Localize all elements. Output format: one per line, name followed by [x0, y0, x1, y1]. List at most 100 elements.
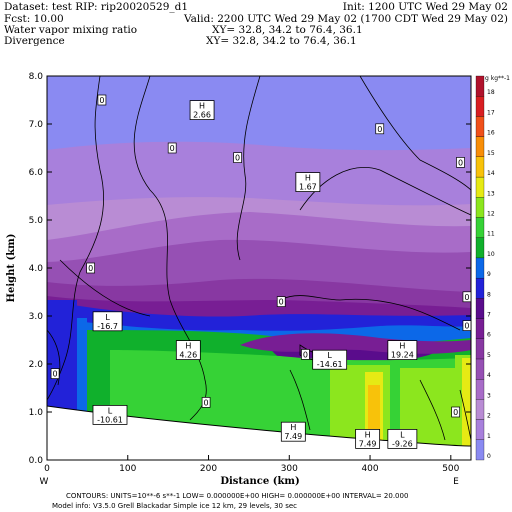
header-dataset: Dataset: test RIP: rip20020529_d1: [4, 1, 188, 13]
header-field2-xy: XY= 32.8, 34.2 to 76.4, 36.1: [206, 35, 357, 47]
colorbar-swatch: [475, 116, 485, 137]
y-tick-label: 5.0: [29, 216, 44, 226]
colorbar-label: 14: [487, 170, 495, 177]
contour-labels: 0 0 0 0 0 0 0 0 0 0 0 0 0: [50, 94, 472, 418]
contour-label: 0: [464, 293, 469, 302]
contour-label: 0: [279, 298, 284, 307]
y-tick-label: 1.0: [29, 408, 44, 418]
contour-label-box: [276, 296, 286, 307]
colorbar-swatch: [475, 75, 485, 97]
extremum-type: H: [185, 342, 191, 351]
contour-label: 0: [458, 158, 463, 167]
contour-label-box: [462, 291, 472, 303]
y-axis-ticks: 0.0 1.0 2.0 3.0 4.0 5.0 6.0 7.0 8.0: [29, 72, 471, 466]
contour-label-box: [233, 152, 242, 163]
colorbar-swatch: [475, 156, 485, 178]
contour-line: [236, 76, 261, 261]
extremum-type: H: [399, 342, 405, 351]
moisture-field: [47, 76, 471, 460]
x-tick-label: 100: [119, 464, 136, 474]
colorbar-swatch: [475, 136, 485, 157]
contour-label-box: [97, 94, 107, 106]
extremum-type: L: [400, 430, 405, 439]
x-axis-title: Distance (km): [220, 476, 299, 487]
y-tick-label: 6.0: [29, 168, 44, 178]
colorbar-swatch: [475, 318, 485, 339]
header-fcst: Fcst: 10.00: [4, 13, 64, 25]
colorbar-swatch: [475, 419, 485, 440]
extremum-box: [280, 421, 306, 442]
extremum-value: -16.7: [97, 322, 118, 331]
y-tick-label: 4.0: [29, 264, 44, 274]
y-tick-label: 7.0: [29, 120, 44, 130]
contour-line: [47, 76, 104, 401]
y-tick-label: 8.0: [29, 72, 44, 82]
y-tick-label: 0.0: [29, 456, 44, 466]
header-field1-xy: XY= 32.8, 34.2 to 76.4, 36.1: [212, 24, 363, 36]
colorbar-label: 8: [487, 291, 491, 298]
contour-label-box: [86, 262, 95, 274]
contour-line: [59, 259, 151, 317]
contour-label: 0: [453, 408, 458, 417]
colorbar-swatch: [475, 338, 485, 360]
x-axis-ticks: 0 100 200 300 400 500: [44, 455, 460, 474]
divergence-contours: [47, 76, 471, 441]
x-end-label-east: E: [453, 477, 459, 487]
contour-line: [289, 369, 311, 431]
extremum-value: -10.61: [97, 415, 123, 424]
contour-label: 0: [88, 264, 93, 273]
y-axis-title: Height (km): [6, 234, 17, 303]
band-level-9-west: [77, 318, 87, 460]
x-tick-label: 300: [281, 464, 298, 474]
extremum-type: L: [108, 406, 113, 415]
extremum-value: 7.49: [359, 439, 377, 448]
contour-label: 0: [303, 350, 308, 359]
colorbar-swatch: [475, 439, 485, 461]
footer-model-info: Model info: V3.5.0 Grell Blackadar Simpl…: [52, 502, 297, 510]
header-valid: Valid: 2200 UTC Wed 29 May 02 (1700 CDT …: [183, 13, 508, 25]
colorbar-label: 13: [487, 190, 495, 197]
extremum-type: L: [105, 313, 110, 322]
header-init: Init: 1200 UTC Wed 29 May 02: [343, 1, 508, 13]
extremum-box: [295, 172, 321, 193]
contour-label-box: [167, 142, 177, 154]
extremum-value: 4.26: [179, 351, 197, 360]
colorbar-swatch: [475, 358, 485, 380]
extremum-value: 1.67: [299, 183, 317, 192]
contour-label-box: [201, 397, 211, 408]
contour-line: [419, 379, 446, 441]
footer-contours: CONTOURS: UNITS=10**-6 s**-1 LOW= 0.0000…: [66, 492, 408, 500]
extremum-box: [92, 404, 128, 425]
header-field1: Water vapor mixing ratio: [4, 24, 137, 36]
extremum-box: [175, 340, 201, 361]
colorbar-label: 9: [487, 271, 491, 278]
extremum-value: 19.24: [391, 351, 414, 360]
colorbar-label: 18: [487, 89, 495, 96]
colorbar-label: 7: [487, 312, 491, 319]
extremum-type: H: [365, 430, 371, 439]
x-tick-label: 200: [200, 464, 217, 474]
extremum-box: [312, 349, 348, 370]
colorbar-swatch: [475, 399, 485, 420]
colorbar-swatch: [475, 217, 485, 238]
extremum-value: 2.66: [193, 111, 211, 120]
contour-label-box: [375, 123, 385, 135]
y-tick-label: 3.0: [29, 312, 44, 322]
contour-label: 0: [464, 322, 469, 331]
colorbar-unit: g kg**-1: [485, 75, 510, 82]
contour-line: [459, 389, 471, 441]
colorbar-label: 10: [487, 251, 495, 258]
band-level-13-b: [462, 358, 471, 460]
extremum-box: [387, 340, 418, 361]
extremum-type: H: [199, 102, 205, 111]
extremum-box: [92, 311, 123, 332]
x-tick-label: 0: [44, 464, 50, 474]
contour-label: 0: [235, 154, 240, 163]
extremum-box: [189, 100, 215, 120]
contour-line: [359, 76, 471, 191]
colorbar-swatch: [475, 379, 485, 400]
colorbar-label: 5: [487, 352, 491, 359]
